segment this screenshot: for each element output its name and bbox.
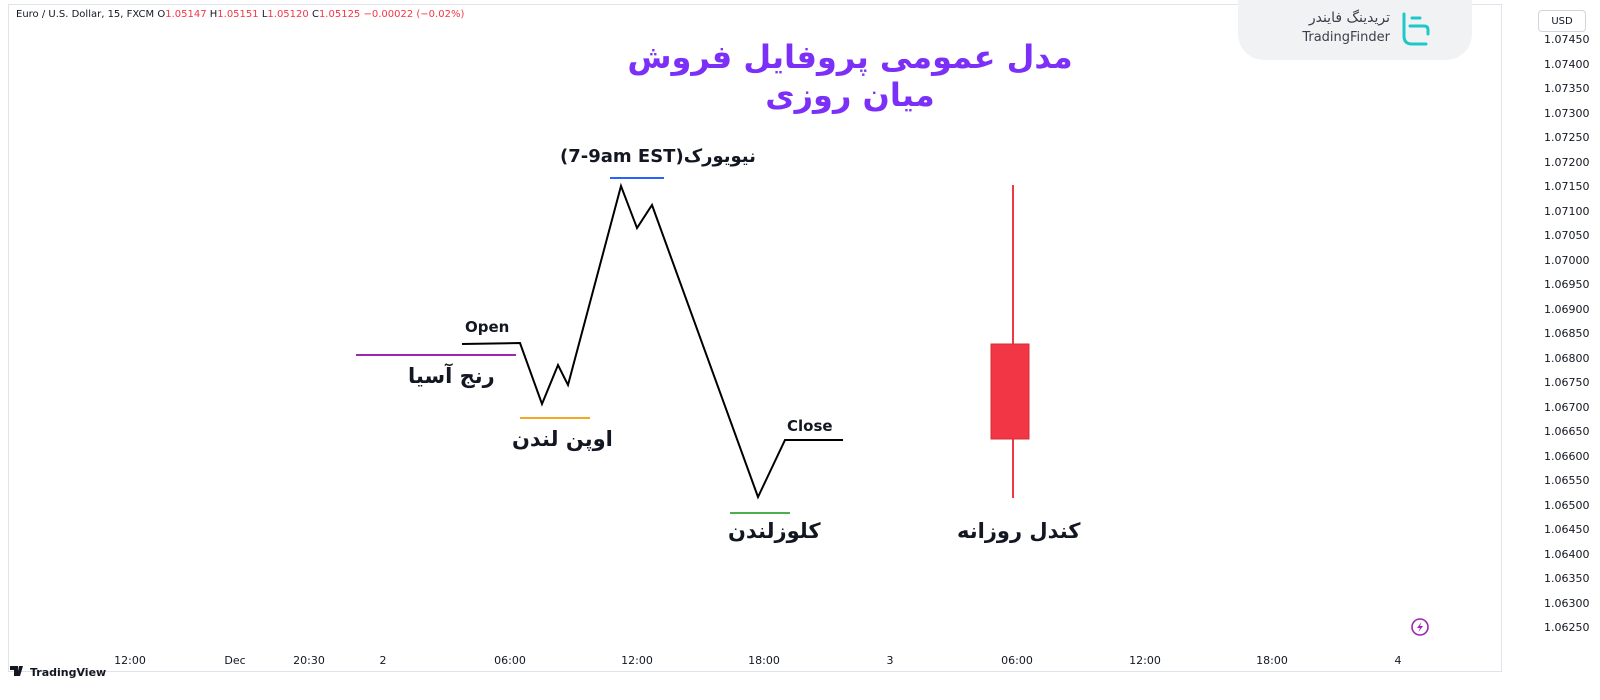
time-scale-label: 18:00 xyxy=(748,654,780,667)
lightning-icon[interactable] xyxy=(1411,618,1429,636)
tradingview-brand[interactable]: TradingView xyxy=(10,666,106,679)
low-value: 1.05120 xyxy=(267,9,309,20)
chart-pane[interactable] xyxy=(8,4,1502,672)
new-york-name: نیویورک xyxy=(683,146,756,167)
new-york-time: (7-9am EST) xyxy=(560,146,684,167)
time-scale-label: 20:30 xyxy=(293,654,325,667)
price-scale-label: 1.06350 xyxy=(1544,572,1590,585)
price-scale-label: 1.06900 xyxy=(1544,302,1590,316)
high-value: 1.05151 xyxy=(217,9,259,20)
tradingview-logo-icon xyxy=(10,666,23,676)
currency-badge[interactable]: USD xyxy=(1538,10,1586,32)
tradingview-brand-text: TradingView xyxy=(30,666,107,679)
price-scale-label: 1.07200 xyxy=(1544,155,1590,169)
price-scale-label: 1.06600 xyxy=(1544,449,1590,463)
time-scale-label: 3 xyxy=(886,654,894,667)
london-close-label: کلوزلندن xyxy=(728,519,821,543)
open-value: 1.05147 xyxy=(165,9,207,20)
close-label: C xyxy=(311,9,319,20)
price-scale-label: 1.06450 xyxy=(1544,523,1590,536)
price-scale-label: 1.06700 xyxy=(1544,400,1590,414)
asian-range-label: رنج آسیا xyxy=(408,364,495,388)
daily-candle-label: کندل روزانه xyxy=(957,519,1081,543)
time-scale-label: 06:00 xyxy=(494,654,526,667)
price-scale-label: 1.06400 xyxy=(1544,547,1590,561)
price-scale-label: 1.06950 xyxy=(1544,278,1590,291)
price-scale-label: 1.07150 xyxy=(1544,180,1590,193)
price-scale-label: 1.07400 xyxy=(1544,57,1590,71)
time-scale-label: 18:00 xyxy=(1256,654,1288,667)
time-scale-label: 12:00 xyxy=(114,654,146,667)
price-scale-label: 1.06750 xyxy=(1544,376,1590,389)
time-scale-label: Dec xyxy=(224,654,246,667)
logo-card xyxy=(1238,0,1472,60)
price-scale-label: 1.07100 xyxy=(1544,204,1590,218)
price-scale-label: 1.06250 xyxy=(1544,621,1590,634)
open-label: O xyxy=(157,9,166,20)
close-label-text: Close xyxy=(787,417,833,435)
logo-text-en: TradingFinder xyxy=(1302,30,1390,45)
price-scale-label: 1.07000 xyxy=(1544,253,1590,267)
time-scale-label: 12:00 xyxy=(1129,654,1161,667)
price-scale-label: 1.07050 xyxy=(1544,229,1590,242)
close-value: 1.05125 xyxy=(318,9,361,20)
time-scale-label: 2 xyxy=(379,654,387,667)
time-scale-label: 4 xyxy=(1394,654,1402,667)
open-label-text: Open xyxy=(465,318,510,336)
price-scale-label: 1.07450 xyxy=(1544,33,1590,46)
chart-title: مدل عمومی پروفایل فروش میان روزی xyxy=(627,38,1073,114)
new-york-label: (7-9am EST)نیویورک xyxy=(560,146,756,167)
high-label: H xyxy=(209,9,218,20)
price-path xyxy=(461,182,843,500)
price-scale-label: 1.06650 xyxy=(1544,425,1590,438)
price-scale-label: 1.07300 xyxy=(1544,106,1590,120)
time-scale-label: 06:00 xyxy=(1001,654,1033,667)
price-scale-label: 1.06500 xyxy=(1544,498,1590,512)
low-label: L xyxy=(261,9,268,20)
price-scale-label: 1.06850 xyxy=(1544,327,1590,340)
price-scale-label: 1.06800 xyxy=(1544,351,1590,365)
price-scale-label: 1.07250 xyxy=(1544,131,1590,144)
symbol-info-bar: Euro / U.S. Dollar, 15, FXCM O1.05147 H1… xyxy=(16,9,464,20)
time-scale-label: 12:00 xyxy=(621,654,653,667)
price-scale-label: 1.06300 xyxy=(1544,596,1590,610)
symbol-name[interactable]: Euro / U.S. Dollar, 15, FXCM xyxy=(16,9,155,20)
logo-text-fa: تریدینگ فایندر xyxy=(1308,10,1390,26)
candle-body xyxy=(990,343,1030,440)
price-scale-label: 1.06550 xyxy=(1544,474,1590,487)
change-value: −0.00022 (−0.02%) xyxy=(363,9,465,20)
london-open-label: اوپن لندن xyxy=(512,427,613,451)
price-scale-label: 1.07350 xyxy=(1544,82,1590,95)
price-scale[interactable] xyxy=(1502,4,1600,672)
